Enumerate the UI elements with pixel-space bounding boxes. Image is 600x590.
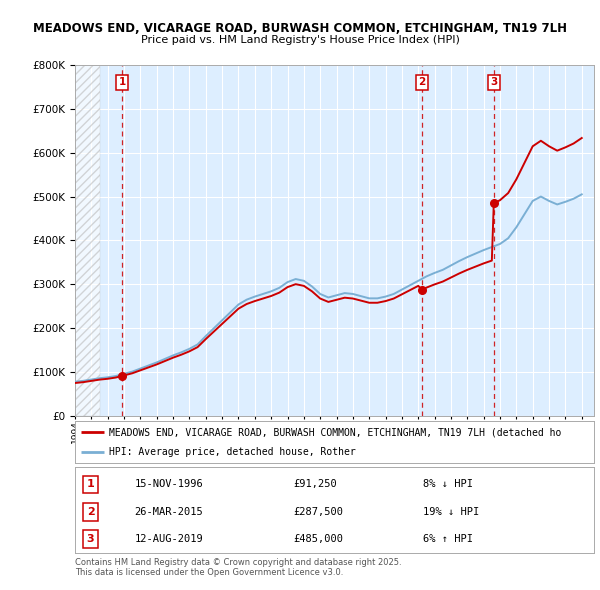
Text: MEADOWS END, VICARAGE ROAD, BURWASH COMMON, ETCHINGHAM, TN19 7LH (detached ho: MEADOWS END, VICARAGE ROAD, BURWASH COMM… <box>109 427 561 437</box>
Text: 2: 2 <box>418 77 425 87</box>
Text: 1: 1 <box>86 480 94 489</box>
Text: 15-NOV-1996: 15-NOV-1996 <box>134 480 203 489</box>
Text: MEADOWS END, VICARAGE ROAD, BURWASH COMMON, ETCHINGHAM, TN19 7LH: MEADOWS END, VICARAGE ROAD, BURWASH COMM… <box>33 22 567 35</box>
Bar <box>75 65 100 416</box>
Text: 3: 3 <box>490 77 497 87</box>
Text: Price paid vs. HM Land Registry's House Price Index (HPI): Price paid vs. HM Land Registry's House … <box>140 35 460 45</box>
Text: 26-MAR-2015: 26-MAR-2015 <box>134 507 203 517</box>
Text: £287,500: £287,500 <box>293 507 343 517</box>
Text: 2: 2 <box>86 507 94 517</box>
Text: £485,000: £485,000 <box>293 534 343 544</box>
Text: Contains HM Land Registry data © Crown copyright and database right 2025.
This d: Contains HM Land Registry data © Crown c… <box>75 558 401 577</box>
Text: 6% ↑ HPI: 6% ↑ HPI <box>423 534 473 544</box>
Text: 1: 1 <box>118 77 126 87</box>
Text: 19% ↓ HPI: 19% ↓ HPI <box>423 507 479 517</box>
Text: £91,250: £91,250 <box>293 480 337 489</box>
Text: HPI: Average price, detached house, Rother: HPI: Average price, detached house, Roth… <box>109 447 355 457</box>
Text: 8% ↓ HPI: 8% ↓ HPI <box>423 480 473 489</box>
Text: 3: 3 <box>87 534 94 544</box>
Text: 12-AUG-2019: 12-AUG-2019 <box>134 534 203 544</box>
